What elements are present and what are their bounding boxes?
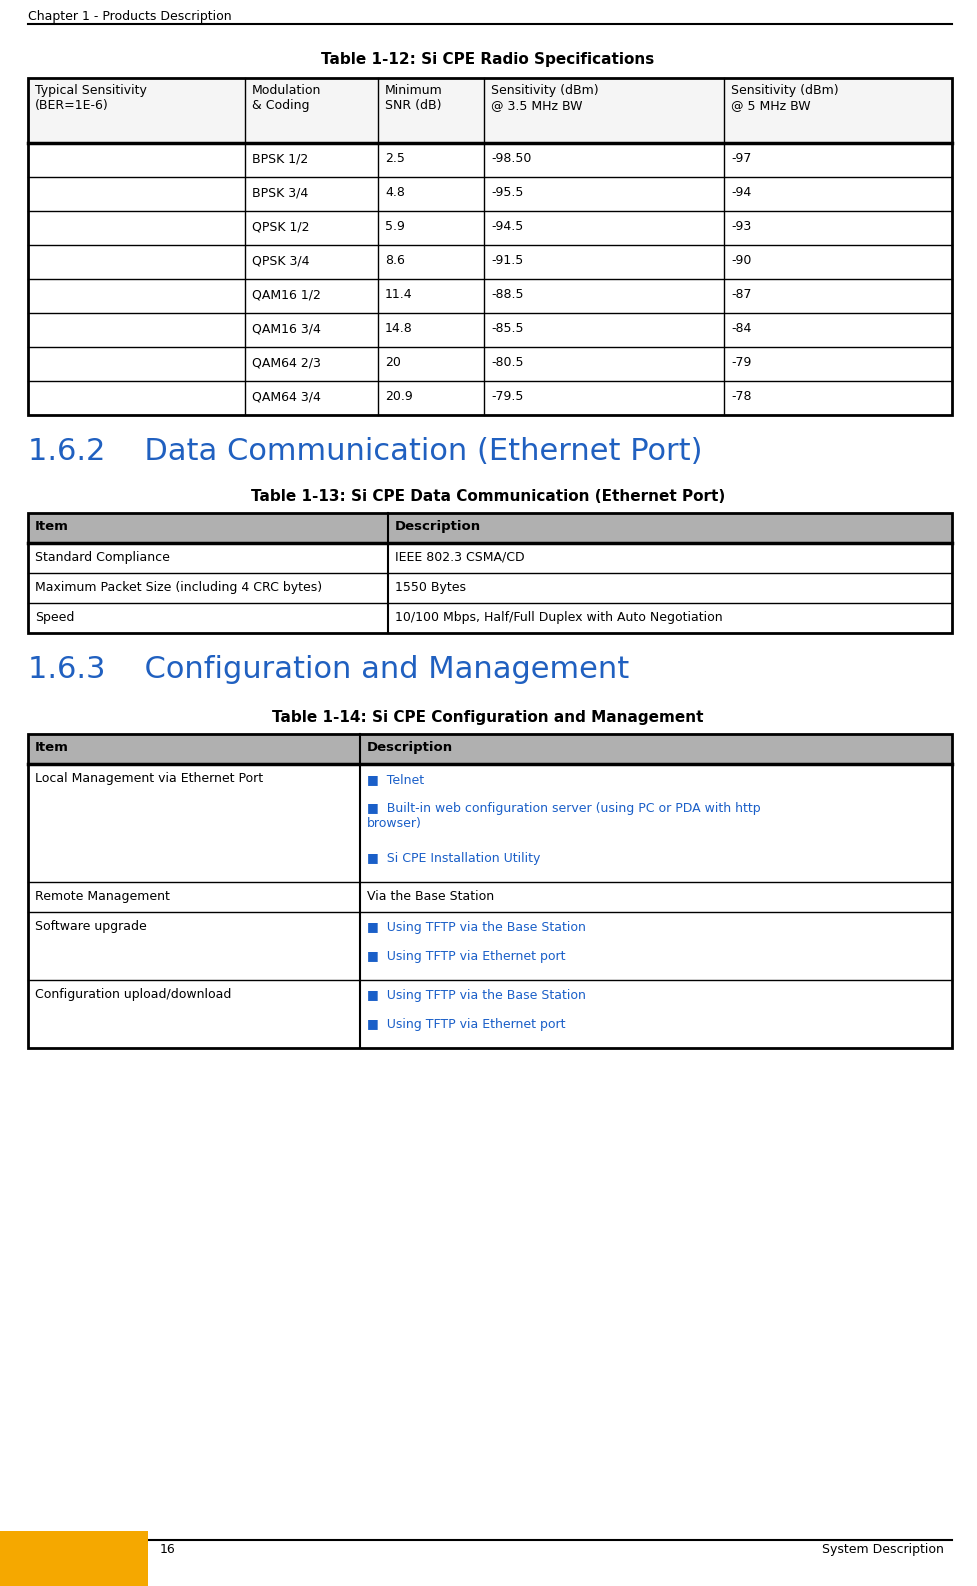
Bar (28, 734, 952, 1048)
Text: 11.4: 11.4 (385, 289, 412, 301)
Text: QAM64 2/3: QAM64 2/3 (252, 355, 320, 370)
Text: Speed: Speed (35, 611, 74, 623)
Text: -85.5: -85.5 (491, 322, 524, 335)
Bar (28, 78, 952, 143)
Text: -79.5: -79.5 (491, 390, 524, 403)
Text: Minimum
SNR (dB): Minimum SNR (dB) (385, 84, 443, 113)
Text: Table 1-12: Si CPE Radio Specifications: Table 1-12: Si CPE Radio Specifications (321, 52, 655, 67)
Text: Table 1-14: Si CPE Configuration and Management: Table 1-14: Si CPE Configuration and Man… (273, 711, 703, 725)
Text: -91.5: -91.5 (491, 254, 524, 266)
Text: Table 1-13: Si CPE Data Communication (Ethernet Port): Table 1-13: Si CPE Data Communication (E… (251, 488, 725, 504)
Text: 20.9: 20.9 (385, 390, 412, 403)
Text: 20: 20 (385, 355, 401, 370)
Text: Item: Item (35, 741, 68, 753)
Text: Standard Compliance: Standard Compliance (35, 550, 170, 565)
Text: QAM64 3/4: QAM64 3/4 (252, 390, 320, 403)
Bar (28, 512, 952, 633)
Text: -97: -97 (731, 152, 751, 165)
Text: -87: -87 (731, 289, 751, 301)
Text: ■  Using TFTP via the Base Station: ■ Using TFTP via the Base Station (367, 990, 586, 1002)
Text: -80.5: -80.5 (491, 355, 524, 370)
Text: ■  Using TFTP via Ethernet port: ■ Using TFTP via Ethernet port (367, 1018, 566, 1031)
Text: QPSK 3/4: QPSK 3/4 (252, 254, 310, 266)
Text: -94.5: -94.5 (491, 220, 524, 233)
Text: ■  Telnet: ■ Telnet (367, 772, 424, 787)
Text: Configuration upload/download: Configuration upload/download (35, 988, 232, 1001)
Text: BPSK 1/2: BPSK 1/2 (252, 152, 309, 165)
Text: -98.50: -98.50 (491, 152, 531, 165)
Text: -84: -84 (731, 322, 751, 335)
Text: BPSK 3/4: BPSK 3/4 (252, 186, 309, 198)
Text: 1.6.2    Data Communication (Ethernet Port): 1.6.2 Data Communication (Ethernet Port) (28, 438, 702, 466)
Text: Local Management via Ethernet Port: Local Management via Ethernet Port (35, 772, 263, 785)
Text: System Description: System Description (822, 1543, 944, 1556)
Bar (28, 512, 952, 542)
Text: 8.6: 8.6 (385, 254, 404, 266)
Text: -79: -79 (731, 355, 751, 370)
Text: Chapter 1 - Products Description: Chapter 1 - Products Description (28, 10, 232, 24)
Text: 16: 16 (160, 1543, 176, 1556)
Bar (28, 78, 952, 416)
Text: -94: -94 (731, 186, 751, 198)
Text: Software upgrade: Software upgrade (35, 920, 147, 933)
Text: -78: -78 (731, 390, 751, 403)
Text: 14.8: 14.8 (385, 322, 412, 335)
Text: 1.6.3    Configuration and Management: 1.6.3 Configuration and Management (28, 655, 629, 684)
Text: 5.9: 5.9 (385, 220, 404, 233)
Text: -88.5: -88.5 (491, 289, 524, 301)
Text: 4.8: 4.8 (385, 186, 404, 198)
Text: 2.5: 2.5 (385, 152, 404, 165)
Text: -93: -93 (731, 220, 751, 233)
Bar (0, 1530, 20, 1586)
Text: 10/100 Mbps, Half/Full Duplex with Auto Negotiation: 10/100 Mbps, Half/Full Duplex with Auto … (395, 611, 723, 623)
Text: IEEE 802.3 CSMA/CD: IEEE 802.3 CSMA/CD (395, 550, 525, 565)
Text: QAM16 1/2: QAM16 1/2 (252, 289, 320, 301)
Text: ■  Using TFTP via the Base Station: ■ Using TFTP via the Base Station (367, 921, 586, 934)
Text: Maximum Packet Size (including 4 CRC bytes): Maximum Packet Size (including 4 CRC byt… (35, 580, 322, 595)
Text: ■  Using TFTP via Ethernet port: ■ Using TFTP via Ethernet port (367, 950, 566, 963)
Text: ■  Built-in web configuration server (using PC or PDA with http
browser): ■ Built-in web configuration server (usi… (367, 803, 761, 829)
Text: -90: -90 (731, 254, 751, 266)
Text: 1550 Bytes: 1550 Bytes (395, 580, 466, 595)
Text: Item: Item (35, 520, 68, 533)
Text: -95.5: -95.5 (491, 186, 524, 198)
Text: Typical Sensitivity
(BER=1E-6): Typical Sensitivity (BER=1E-6) (35, 84, 147, 113)
Text: ■  Si CPE Installation Utility: ■ Si CPE Installation Utility (367, 852, 540, 864)
Text: Description: Description (367, 741, 453, 753)
Bar (28, 734, 952, 764)
Text: Remote Management: Remote Management (35, 890, 170, 902)
Text: Sensitivity (dBm)
@ 3.5 MHz BW: Sensitivity (dBm) @ 3.5 MHz BW (491, 84, 599, 113)
Text: Modulation
& Coding: Modulation & Coding (252, 84, 321, 113)
Text: Description: Description (395, 520, 481, 533)
Bar (0, 1530, 148, 1586)
Text: QAM16 3/4: QAM16 3/4 (252, 322, 320, 335)
Text: QPSK 1/2: QPSK 1/2 (252, 220, 310, 233)
Text: Via the Base Station: Via the Base Station (367, 890, 494, 902)
Text: Sensitivity (dBm)
@ 5 MHz BW: Sensitivity (dBm) @ 5 MHz BW (731, 84, 838, 113)
